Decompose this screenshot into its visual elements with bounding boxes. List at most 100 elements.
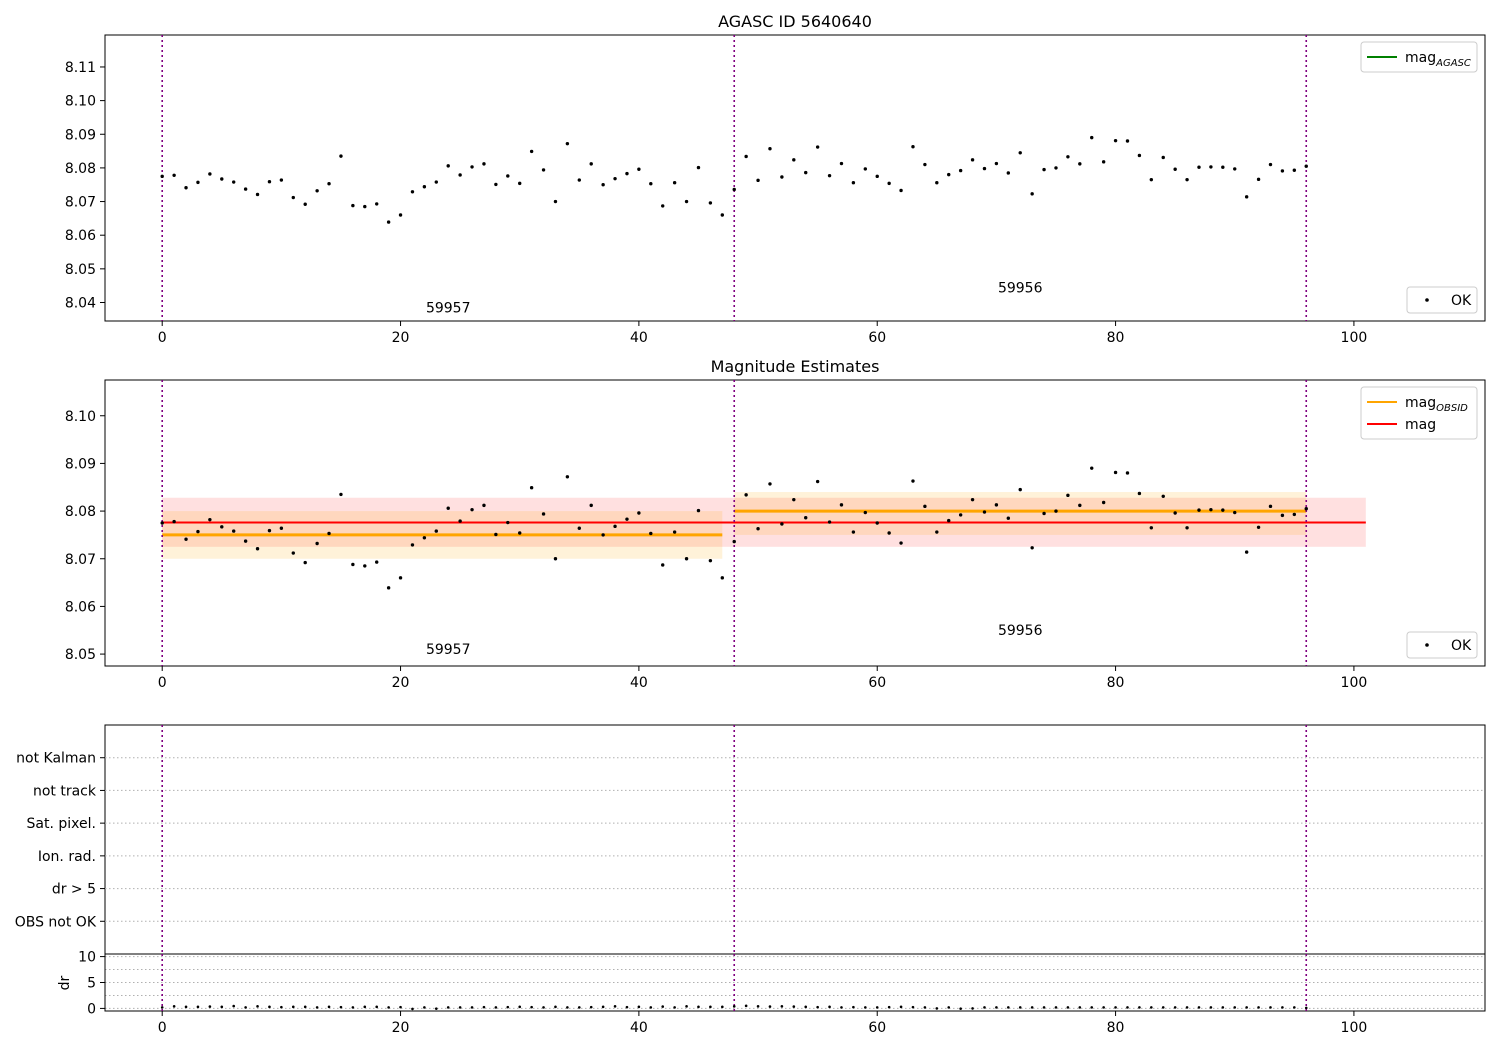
data-point (947, 518, 951, 523)
data-point (744, 154, 748, 159)
data-point (1007, 1006, 1010, 1009)
magnitude-estimates-title: Magnitude Estimates (711, 357, 880, 376)
data-point (172, 519, 176, 524)
data-point (315, 1006, 319, 1009)
data-point (375, 202, 379, 206)
data-point (1149, 526, 1154, 530)
data-point (1233, 1006, 1237, 1009)
data-point (267, 180, 272, 184)
data-point (327, 1005, 331, 1009)
data-point (1150, 1006, 1153, 1009)
data-point (1256, 525, 1261, 529)
data-point (756, 527, 760, 531)
data-point (1245, 1006, 1248, 1009)
data-point (732, 1005, 736, 1008)
data-point (625, 171, 629, 176)
data-point (684, 199, 689, 204)
data-point (470, 1006, 474, 1009)
data-point (792, 158, 796, 162)
data-point (398, 213, 403, 217)
data-point (661, 1005, 665, 1008)
legend-marker-ok (1425, 643, 1429, 647)
data-point (232, 529, 236, 533)
data-point (780, 175, 784, 179)
data-point (637, 167, 641, 171)
data-point (589, 162, 593, 166)
y-tick-label: 5 (87, 976, 96, 992)
data-point (482, 162, 486, 166)
data-point (923, 1006, 927, 1009)
data-point (661, 563, 665, 567)
data-point (804, 1005, 808, 1009)
data-point (768, 147, 772, 151)
obsid-annotation: 59956 (998, 623, 1043, 639)
data-point (684, 557, 689, 561)
data-point (506, 1005, 510, 1009)
data-point (613, 176, 617, 181)
data-point (672, 530, 677, 534)
data-point (1221, 165, 1225, 169)
data-point (494, 1006, 498, 1009)
y-tick-label: 8.06 (65, 228, 96, 244)
data-point (756, 1005, 760, 1008)
data-point (839, 161, 844, 166)
data-point (970, 497, 975, 502)
dr-panel: dr 0 20 40 60 80 100 0 5 10 (57, 950, 1486, 1036)
flags-panel: not Kalman not track Sat. pixel. Ion. rad. d… (15, 724, 1486, 955)
data-point (923, 504, 927, 509)
data-point (685, 1005, 688, 1008)
data-point (804, 170, 808, 175)
data-point (184, 1005, 188, 1009)
data-point (672, 181, 677, 185)
data-point (911, 1005, 915, 1009)
data-point (196, 180, 200, 185)
data-point (852, 1005, 855, 1009)
x-tick-label: 20 (392, 330, 410, 346)
data-point (172, 173, 176, 178)
data-point (625, 517, 629, 521)
data-point (732, 539, 736, 544)
data-point (399, 1005, 402, 1009)
data-point (1054, 1006, 1058, 1009)
data-point (411, 1007, 414, 1011)
x-tick-label: 0 (158, 1020, 167, 1036)
data-point (1209, 165, 1213, 169)
data-point (625, 1005, 629, 1009)
data-point (208, 517, 212, 522)
data-point (1268, 504, 1273, 509)
data-point (220, 1005, 224, 1009)
data-point (1293, 1006, 1296, 1009)
data-point (1221, 508, 1225, 512)
data-point (577, 526, 582, 530)
data-point (244, 1006, 247, 1009)
legend-subscript: AGASC (1435, 58, 1471, 69)
y-tick-label: 8.11 (65, 60, 96, 76)
data-point (446, 506, 450, 510)
data-point (386, 220, 391, 224)
data-point (1078, 1006, 1082, 1009)
y-tick-label: 8.08 (65, 504, 96, 520)
data-point (1280, 513, 1285, 518)
data-point (792, 497, 796, 502)
data-point (494, 182, 498, 187)
data-point (530, 1005, 533, 1009)
data-point (768, 482, 772, 486)
data-point (553, 199, 558, 204)
data-point (506, 520, 510, 525)
y-tick-label: 8.07 (65, 552, 96, 568)
data-point (470, 165, 474, 169)
data-point (423, 1006, 426, 1009)
x-tick-label: 80 (1107, 1020, 1125, 1036)
y-tick-label: 8.08 (65, 161, 96, 177)
legend-box-upper (1360, 386, 1478, 440)
data-point (1221, 1006, 1225, 1009)
dr-axis-label: dr (57, 975, 73, 990)
data-point (482, 503, 486, 508)
data-point (1090, 466, 1094, 470)
data-point (554, 1005, 557, 1009)
x-tick-label: 80 (1107, 330, 1125, 346)
data-point (196, 529, 200, 534)
data-point (780, 522, 784, 526)
magnitude-estimates-plot-area: 59957 59956 0 20 40 60 80 100 8.05 8.06 8.07 8.08 8.… (65, 379, 1486, 691)
x-tick-label: 40 (630, 330, 648, 346)
